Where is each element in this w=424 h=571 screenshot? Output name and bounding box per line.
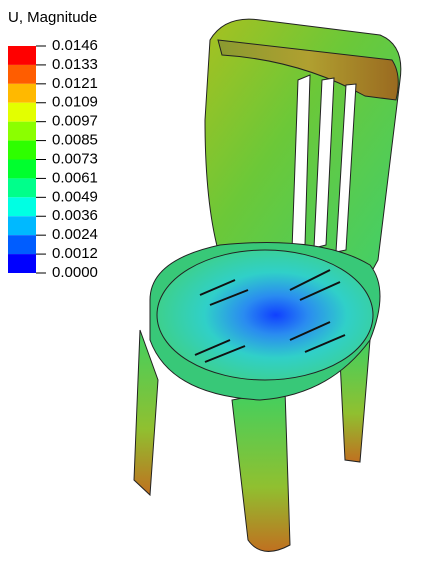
legend-label: 0.0146 xyxy=(52,37,98,54)
legend-band xyxy=(8,235,36,254)
legend-band xyxy=(8,216,36,235)
legend-band xyxy=(8,84,36,103)
legend-label: 0.0024 xyxy=(52,226,98,243)
legend-label: 0.0036 xyxy=(52,207,98,224)
legend-label: 0.0109 xyxy=(52,94,98,111)
legend-band xyxy=(8,178,36,197)
legend-label: 0.0121 xyxy=(52,75,98,92)
legend-label: 0.0000 xyxy=(52,264,98,281)
legend-band xyxy=(8,197,36,216)
legend-band xyxy=(8,254,36,273)
chair-model xyxy=(134,19,401,551)
legend-title: U, Magnitude xyxy=(8,9,97,26)
legend-label: 0.0133 xyxy=(52,56,98,73)
legend-label: 0.0012 xyxy=(52,245,98,262)
legend-band xyxy=(8,122,36,141)
legend-label: 0.0049 xyxy=(52,188,98,205)
contour-view: U, Magnitude 0.0146 0.0133 0.0121 0.0109 0.0… xyxy=(0,0,424,571)
legend-band xyxy=(8,46,36,65)
legend-band xyxy=(8,141,36,160)
legend-label: 0.0073 xyxy=(52,150,98,167)
legend-band xyxy=(8,65,36,84)
legend-label: 0.0061 xyxy=(52,169,98,186)
legend-band xyxy=(8,160,36,179)
color-legend: 0.01460.01330.01210.01090.00970.00850.00… xyxy=(8,37,98,281)
legend-label: 0.0097 xyxy=(52,113,98,130)
legend-band xyxy=(8,103,36,122)
legend-label: 0.0085 xyxy=(52,132,98,149)
